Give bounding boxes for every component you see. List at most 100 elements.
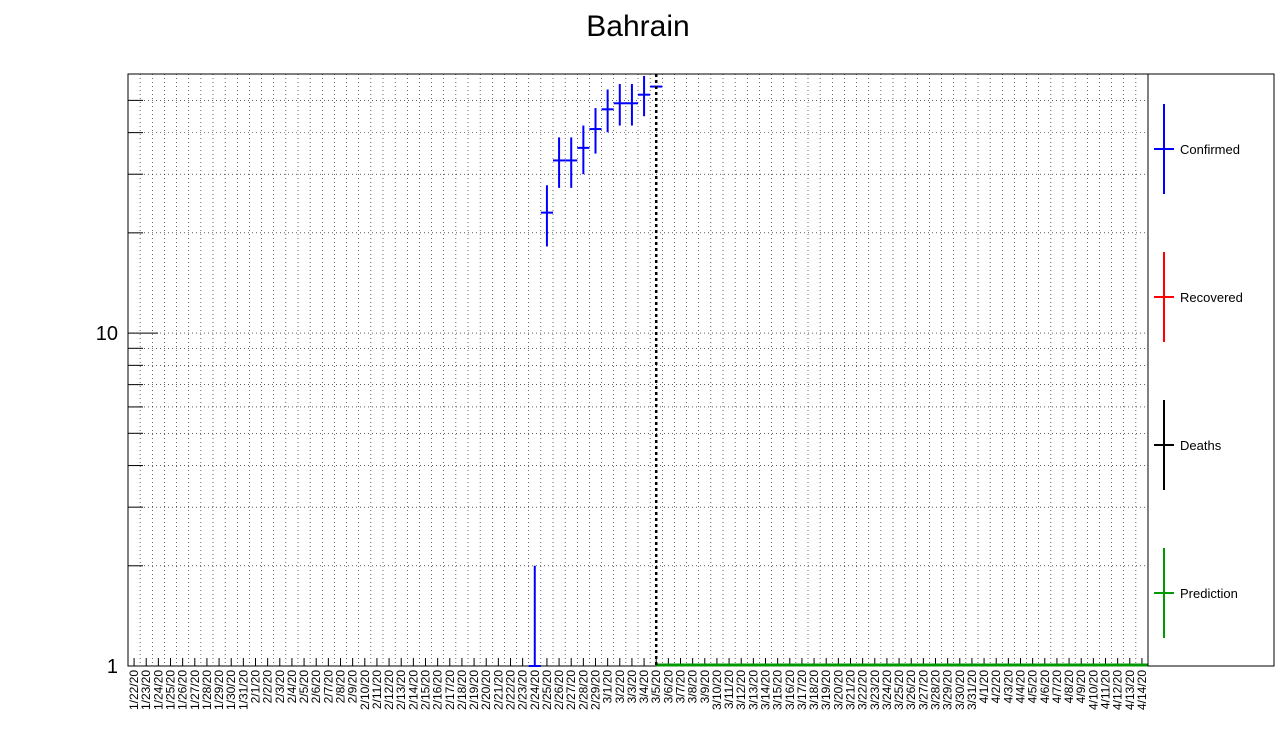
x-tick-label: 2/6/20 [309, 670, 323, 704]
x-tick-label: 3/29/20 [941, 670, 955, 710]
x-tick-label: 2/8/20 [334, 670, 348, 704]
x-tick-label: 2/12/20 [382, 670, 396, 710]
x-tick-label: 2/9/20 [346, 670, 360, 704]
chart-title: Bahrain [586, 10, 689, 43]
x-tick-label: 3/7/20 [674, 670, 688, 704]
x-tick-label: 3/2/20 [613, 670, 627, 704]
confirmed-point [638, 75, 651, 117]
x-tick-label: 1/29/20 [212, 670, 226, 710]
x-tick-label: 1/22/20 [127, 670, 141, 710]
x-tick-label: 3/15/20 [771, 670, 785, 710]
x-tick-label: 2/1/20 [249, 670, 263, 704]
x-tick-label: 2/29/20 [589, 670, 603, 710]
y-tick-label: 1 [107, 656, 118, 678]
legend-box [1147, 73, 1275, 667]
legend: Confirmed Recovered Deaths Prediction [1147, 73, 1275, 667]
x-tick-label: 2/21/20 [491, 670, 505, 710]
y-tick-label: 10 [96, 323, 118, 345]
confirmed-point [589, 108, 602, 154]
x-tick-label: 1/27/20 [188, 670, 202, 710]
x-tick-label: 2/17/20 [443, 670, 457, 710]
x-tick-label: 3/11/20 [722, 670, 736, 709]
x-tick-label: 2/27/20 [564, 670, 578, 710]
confirmed-point [565, 137, 578, 188]
legend-label: Recovered [1180, 290, 1243, 305]
x-tick-label: 3/13/20 [746, 670, 760, 710]
x-tick-label: 2/15/20 [419, 670, 433, 710]
legend-entry-deaths: Deaths [1154, 400, 1222, 490]
legend-label: Deaths [1180, 438, 1222, 453]
x-tick-label: 1/30/20 [224, 670, 238, 710]
x-tick-label: 3/22/20 [856, 670, 870, 710]
x-tick-label: 4/5/20 [1026, 670, 1040, 704]
x-tick-label: 1/28/20 [200, 670, 214, 710]
x-tick-label: 4/10/20 [1086, 670, 1100, 710]
x-tick-label: 3/23/20 [868, 670, 882, 710]
confirmed-point [613, 83, 626, 126]
x-tick-label: 2/11/20 [370, 670, 384, 709]
x-tick-label: 2/16/20 [431, 670, 445, 710]
x-tick-label: 3/31/20 [965, 670, 979, 710]
x-tick-label: 3/6/20 [661, 670, 675, 704]
x-tick-label: 2/3/20 [273, 670, 287, 704]
legend-label: Confirmed [1180, 142, 1240, 157]
x-tick-label: 3/1/20 [601, 670, 615, 704]
x-tick-label: 4/1/20 [977, 670, 991, 704]
x-tick-label: 2/18/20 [455, 670, 469, 710]
x-tick-label: 4/8/20 [1062, 670, 1076, 704]
x-tick-label: 4/3/20 [1001, 670, 1015, 704]
data-marks [528, 74, 1148, 667]
x-tick-label: 1/24/20 [151, 670, 165, 710]
x-tick-label: 3/21/20 [844, 670, 858, 710]
x-tick-label: 4/2/20 [989, 670, 1003, 704]
x-tick-label: 2/28/20 [576, 670, 590, 710]
grid [128, 74, 1148, 666]
legend-entry-prediction: Prediction [1154, 548, 1238, 638]
x-tick-label: 3/5/20 [649, 670, 663, 704]
x-tick-label: 4/4/20 [1014, 670, 1028, 704]
confirmed-point [601, 89, 614, 133]
legend-entry-confirmed: Confirmed [1154, 104, 1240, 194]
x-tick-label: 3/14/20 [759, 670, 773, 710]
x-tick-label: 2/23/20 [516, 670, 530, 710]
x-axis: 1/22/201/23/201/24/201/25/201/26/201/27/… [127, 658, 1149, 710]
x-tick-label: 3/24/20 [880, 670, 894, 710]
x-tick-label: 2/25/20 [540, 670, 554, 710]
x-tick-label: 1/31/20 [236, 670, 250, 710]
x-tick-label: 3/3/20 [625, 670, 639, 704]
x-tick-label: 2/20/20 [479, 670, 493, 710]
x-tick-label: 2/22/20 [504, 670, 518, 710]
x-tick-label: 3/16/20 [783, 670, 797, 710]
confirmed-point [540, 185, 553, 247]
x-tick-label: 3/30/20 [953, 670, 967, 710]
x-tick-label: 4/13/20 [1123, 670, 1137, 710]
x-tick-label: 3/27/20 [916, 670, 930, 710]
x-tick-label: 3/17/20 [795, 670, 809, 710]
x-tick-label: 3/25/20 [892, 670, 906, 710]
x-tick-label: 2/5/20 [297, 670, 311, 704]
x-tick-label: 3/26/20 [904, 670, 918, 710]
legend-entry-recovered: Recovered [1154, 252, 1243, 342]
x-tick-label: 2/4/20 [285, 670, 299, 704]
x-tick-label: 4/11/20 [1099, 670, 1113, 709]
x-tick-label: 3/9/20 [698, 670, 712, 704]
x-tick-label: 1/23/20 [139, 670, 153, 710]
x-tick-label: 1/26/20 [176, 670, 190, 710]
x-tick-label: 2/19/20 [467, 670, 481, 710]
x-tick-label: 3/28/20 [929, 670, 943, 710]
x-tick-label: 2/7/20 [321, 670, 335, 704]
y-axis: 1 10 [96, 99, 158, 678]
x-tick-label: 4/6/20 [1038, 670, 1052, 704]
x-tick-label: 3/20/20 [831, 670, 845, 710]
x-tick-label: 1/25/20 [164, 670, 178, 710]
confirmed-point [625, 83, 638, 126]
confirmed-point [528, 565, 541, 667]
x-tick-label: 3/10/20 [710, 670, 724, 710]
x-tick-label: 3/19/20 [819, 670, 833, 710]
x-tick-label: 3/8/20 [686, 670, 700, 704]
x-tick-label: 4/14/20 [1135, 670, 1149, 710]
x-tick-label: 2/24/20 [528, 670, 542, 710]
x-tick-label: 3/4/20 [637, 670, 651, 704]
x-tick-label: 2/10/20 [358, 670, 372, 710]
